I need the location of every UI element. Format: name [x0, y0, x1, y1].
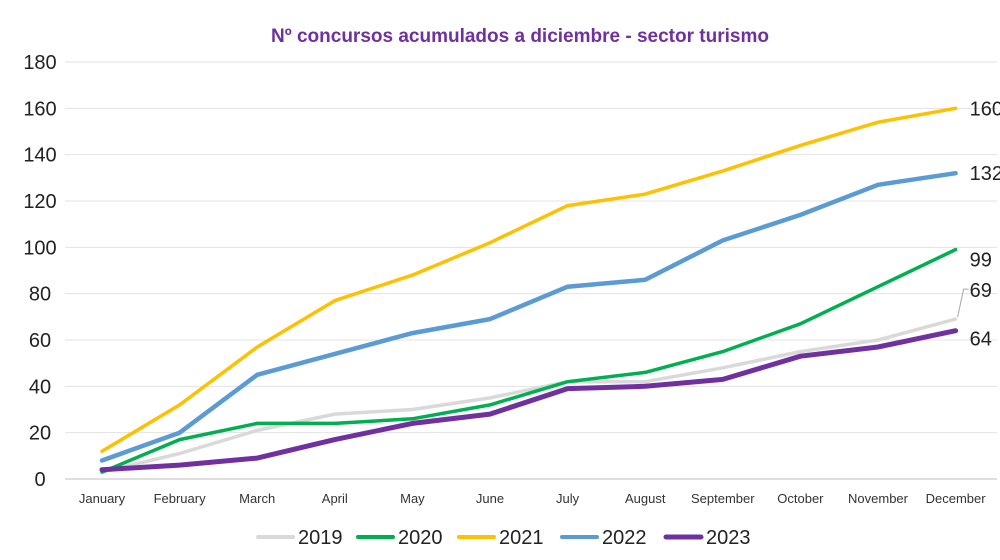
x-tick-label: April	[322, 491, 348, 506]
x-tick-label: January	[79, 491, 126, 506]
x-tick-label: July	[556, 491, 580, 506]
legend-label-2021: 2021	[499, 527, 544, 549]
x-tick-label: December	[926, 491, 987, 506]
x-tick-label: June	[476, 491, 504, 506]
end-label-2023: 64	[970, 329, 992, 351]
series-line-2021	[100, 106, 958, 453]
end-label-2022: 132	[970, 163, 1000, 185]
x-tick-label: September	[691, 491, 755, 506]
chart-title: Nº concursos acumulados a diciembre - se…	[271, 26, 769, 47]
x-tick-label: August	[625, 491, 666, 506]
y-tick-label: 80	[29, 284, 51, 306]
y-tick-label: 180	[23, 52, 56, 74]
end-label-2021: 160	[970, 98, 1000, 120]
legend-label-2023: 2023	[706, 527, 751, 549]
x-tick-label: May	[400, 491, 425, 506]
x-axis-ticks: January February March April May June July Augu…	[79, 491, 986, 506]
x-tick-label: February	[154, 491, 207, 506]
end-labels: 69 99 160 132 64	[957, 98, 1000, 351]
end-label-leader-2019	[957, 288, 969, 318]
y-tick-label: 160	[23, 98, 56, 120]
y-tick-label: 40	[29, 376, 51, 398]
y-tick-label: 20	[29, 423, 51, 445]
y-tick-label: 120	[23, 191, 56, 213]
legend-label-2020: 2020	[398, 527, 443, 549]
x-tick-label: November	[848, 491, 909, 506]
y-axis-ticks: 0 20 40 60 80 100 120 140 160 180	[23, 52, 56, 491]
series-lines	[99, 106, 959, 474]
series-line-2020	[100, 247, 958, 474]
y-tick-label: 100	[23, 237, 56, 259]
legend-label-2019: 2019	[298, 527, 343, 549]
x-tick-label: March	[239, 491, 275, 506]
y-tick-label: 140	[23, 145, 56, 167]
end-label-2019: 69	[970, 280, 992, 302]
series-line-2023	[99, 328, 959, 473]
end-label-2020: 99	[970, 250, 992, 272]
y-tick-label: 0	[34, 469, 45, 491]
legend-label-2022: 2022	[602, 527, 647, 549]
series-line-2019	[100, 317, 958, 474]
x-tick-label: October	[777, 491, 824, 506]
legend: 2019 2020 2021 2022 2023	[256, 527, 751, 549]
y-tick-label: 60	[29, 330, 51, 352]
series-line-2022	[99, 170, 958, 463]
